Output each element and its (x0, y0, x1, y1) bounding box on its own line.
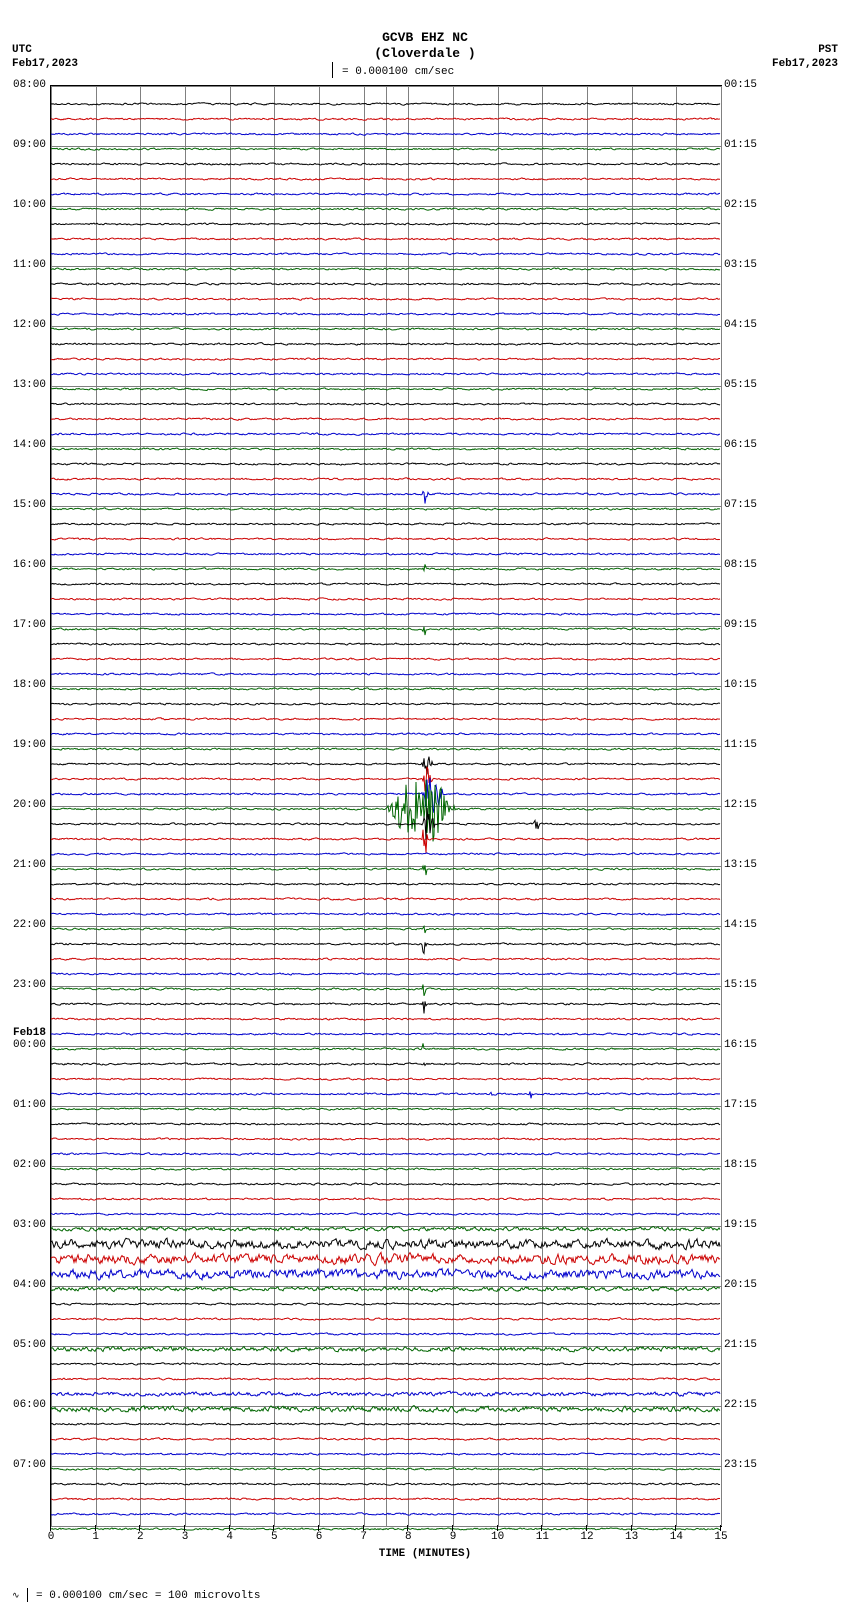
footer-scale-text: = 0.000100 cm/sec = 100 microvolts (36, 1590, 260, 1602)
y-right-label: 13:15 (724, 859, 784, 871)
x-tick-label: 9 (446, 1531, 460, 1543)
y-left-label: 15:00 (2, 499, 46, 511)
x-tick-label: 6 (312, 1531, 326, 1543)
left-date-label: Feb17,2023 (12, 58, 78, 70)
y-left-label: 03:00 (2, 1219, 46, 1231)
station-name: (Cloverdale ) (0, 46, 850, 61)
x-tick-label: 14 (669, 1531, 683, 1543)
y-right-label: 06:15 (724, 439, 784, 451)
y-left-label: 02:00 (2, 1159, 46, 1171)
y-right-label: 22:15 (724, 1399, 784, 1411)
x-tick-label: 0 (44, 1531, 58, 1543)
footer-scale-bar-icon (27, 1588, 28, 1602)
right-timezone-label: PST (818, 44, 838, 56)
y-right-label: 14:15 (724, 919, 784, 931)
x-tick-label: 11 (535, 1531, 549, 1543)
y-right-label: 18:15 (724, 1159, 784, 1171)
x-tick-label: 7 (357, 1531, 371, 1543)
x-tick-label: 8 (401, 1531, 415, 1543)
x-tick-label: 4 (223, 1531, 237, 1543)
y-left-label: 05:00 (2, 1339, 46, 1351)
y-right-label: 09:15 (724, 619, 784, 631)
y-right-label: 20:15 (724, 1279, 784, 1291)
y-left-label: 04:00 (2, 1279, 46, 1291)
y-right-label: 08:15 (724, 559, 784, 571)
y-right-label: 23:15 (724, 1459, 784, 1471)
y-left-label: 16:00 (2, 559, 46, 571)
grid-vline (721, 86, 722, 1526)
y-right-label: 16:15 (724, 1039, 784, 1051)
y-right-label: 17:15 (724, 1099, 784, 1111)
y-right-label: 21:15 (724, 1339, 784, 1351)
y-left-label: 08:00 (2, 79, 46, 91)
y-left-label: 01:00 (2, 1099, 46, 1111)
y-right-label: 01:15 (724, 139, 784, 151)
y-right-label: 05:15 (724, 379, 784, 391)
y-right-label: 12:15 (724, 799, 784, 811)
y-left-label: 13:00 (2, 379, 46, 391)
seismogram-page: GCVB EHZ NC (Cloverdale ) = 0.000100 cm/… (0, 0, 850, 1613)
y-right-label: 19:15 (724, 1219, 784, 1231)
y-right-label: 10:15 (724, 679, 784, 691)
y-right-label: 11:15 (724, 739, 784, 751)
scale-text: = 0.000100 cm/sec (342, 66, 454, 78)
y-left-label: 00:00 (2, 1039, 46, 1051)
x-tick-label: 12 (580, 1531, 594, 1543)
y-left-label: 11:00 (2, 259, 46, 271)
y-left-label: 12:00 (2, 319, 46, 331)
y-right-label: 04:15 (724, 319, 784, 331)
y-left-label: 18:00 (2, 679, 46, 691)
y-left-label: 17:00 (2, 619, 46, 631)
y-right-label: 15:15 (724, 979, 784, 991)
x-axis-title: TIME (MINUTES) (0, 1548, 850, 1560)
y-left-label: 14:00 (2, 439, 46, 451)
y-left-label: 19:00 (2, 739, 46, 751)
station-code: GCVB EHZ NC (0, 30, 850, 45)
x-tick-label: 5 (267, 1531, 281, 1543)
x-tick-label: 1 (89, 1531, 103, 1543)
left-timezone-label: UTC (12, 44, 32, 56)
y-right-label: 02:15 (724, 199, 784, 211)
y-left-label: 07:00 (2, 1459, 46, 1471)
y-left-label: 22:00 (2, 919, 46, 931)
seismogram-plot (50, 85, 722, 1527)
y-right-label: 00:15 (724, 79, 784, 91)
y-left-label: 23:00 (2, 979, 46, 991)
y-left-label: 06:00 (2, 1399, 46, 1411)
right-date-label: Feb17,2023 (772, 58, 838, 70)
seismic-trace (51, 1514, 721, 1544)
x-tick-label: 13 (625, 1531, 639, 1543)
y-left-label: 21:00 (2, 859, 46, 871)
y-left-label: 20:00 (2, 799, 46, 811)
y-left-label: 10:00 (2, 199, 46, 211)
x-tick-label: 10 (491, 1531, 505, 1543)
x-tick-label: 3 (178, 1531, 192, 1543)
y-right-label: 03:15 (724, 259, 784, 271)
x-tick-label: 2 (133, 1531, 147, 1543)
grid-hline (51, 86, 721, 87)
y-left-label: 09:00 (2, 139, 46, 151)
scale-bar-icon (332, 62, 333, 78)
footer-scale-prefix: ∿ (12, 1590, 20, 1602)
y-right-label: 07:15 (724, 499, 784, 511)
x-tick-label: 15 (714, 1531, 728, 1543)
y-left-midnight-label: Feb18 (2, 1027, 46, 1039)
